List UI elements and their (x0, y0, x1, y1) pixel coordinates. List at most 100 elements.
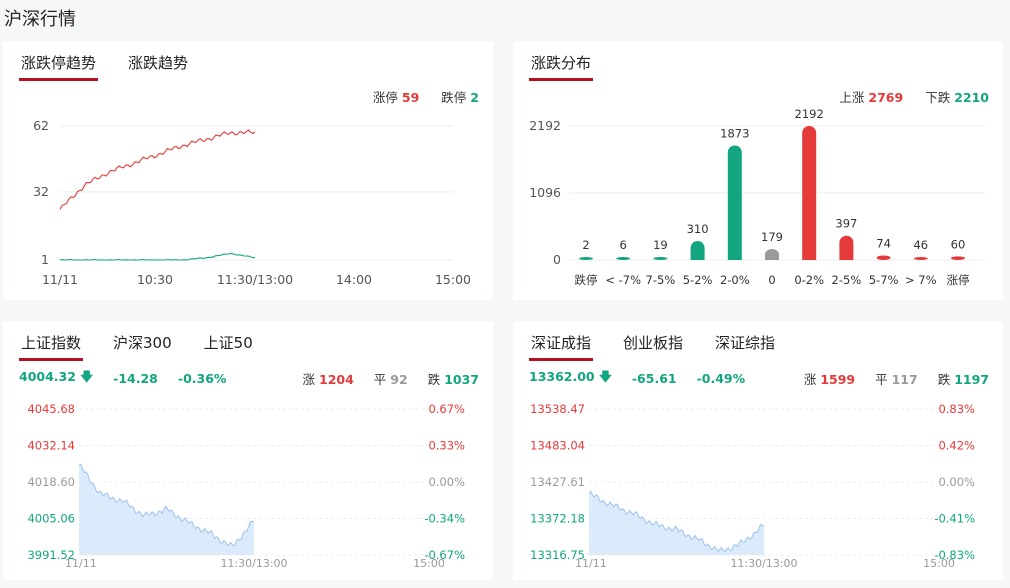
sz-index-chart: 13538.47 0.83% 13483.04 0.42% 13427.61 0.00% 1… (530, 402, 975, 570)
sh-index-tabs: 上证指数 沪深300 上证50 (19, 330, 255, 361)
left-tick-label: 4045.68 (27, 402, 75, 416)
bar-base (765, 254, 779, 260)
tab-szse-component[interactable]: 深证成指 (529, 330, 594, 361)
bar-value-label: 2192 (795, 107, 824, 121)
x-tick-label: 11/11 (65, 557, 97, 570)
down-count-stat: 下跌 2210 (925, 87, 989, 106)
limit-trend-chart: 62 32 1 11/11 10:30 11:30/13:00 14:00 15:00 (33, 118, 471, 287)
sh-up-stat: 涨 1204 (303, 369, 354, 388)
sh-down-label: 跌 (427, 372, 441, 387)
category-label: 0-2% (794, 273, 824, 287)
left-tick-label: 13316.75 (530, 548, 585, 562)
category-label: > 7% (905, 273, 937, 287)
sz-up-label: 涨 (803, 372, 817, 387)
limit-up-line (59, 129, 256, 210)
tab-limit-trend[interactable]: 涨跌停趋势 (19, 50, 99, 81)
x-tick-label: 11:30/13:00 (730, 557, 797, 570)
sh-down-value: 1037 (444, 372, 479, 387)
sh-index-card: 上证指数 沪深300 上证50 4004.32 🡇 -14.28 -0.36% … (3, 322, 493, 580)
category-label: 0 (768, 273, 775, 287)
right-tick-label: 0.00% (428, 475, 465, 489)
bar (653, 257, 668, 260)
sz-price-value: 13362.00 (529, 369, 595, 384)
limit-down-line (59, 252, 256, 261)
category-label: 5-7% (869, 273, 899, 287)
y-tick-label: 2192 (529, 118, 561, 133)
distribution-card: 涨跌分布 上涨 2769 下跌 2210 2192 1096 0 2 跌停 6 < -7% 1… (513, 42, 1003, 300)
y-tick-label: 1096 (529, 185, 561, 200)
x-tick-label: 11:30/13:00 (220, 557, 287, 570)
tab-sse-composite[interactable]: 上证指数 (19, 330, 84, 361)
sz-price: 13362.00 🡇 (529, 368, 612, 389)
left-tick-label: 13538.47 (530, 402, 585, 416)
sh-down-stat: 跌 1037 (428, 369, 479, 388)
sz-down-value: 1197 (954, 372, 989, 387)
tab-chinext[interactable]: 创业板指 (623, 334, 684, 352)
bar (616, 257, 631, 260)
price-line (78, 463, 255, 547)
limit-up-value: 59 (401, 90, 420, 105)
sh-up-label: 涨 (302, 372, 316, 387)
category-label: < -7% (605, 273, 641, 287)
bar-base (690, 254, 705, 260)
price-area-fill (79, 464, 254, 555)
bar-value-label: 19 (653, 238, 668, 252)
limit-trend-tabs: 涨跌停趋势 涨跌趋势 (19, 50, 190, 81)
sh-price-value: 4004.32 (19, 369, 76, 384)
arrow-down-icon: 🡇 (80, 369, 94, 384)
left-tick-label: 13372.18 (530, 512, 585, 526)
up-count-value: 2769 (868, 90, 904, 105)
sh-price: 4004.32 🡇 (19, 368, 93, 389)
price-line (588, 490, 765, 553)
sz-flat-label: 平 (875, 372, 888, 387)
page-title: 沪深行情 (4, 9, 76, 30)
x-tick-label: 11:30/13:00 (217, 272, 293, 287)
up-count-label: 上涨 (839, 90, 865, 105)
left-tick-label: 13427.61 (530, 475, 585, 489)
x-tick-label: 15:00 (923, 557, 955, 570)
bar (727, 145, 742, 260)
y-tick-label: 1 (41, 252, 49, 267)
sh-up-value: 1204 (319, 372, 354, 387)
limit-down-stat: 跌停 2 (441, 87, 479, 106)
category-label: 2-0% (720, 273, 750, 287)
bar (802, 126, 817, 260)
sz-change-pct: -0.49% (696, 371, 746, 386)
distribution-legend: 上涨 2769 下跌 2210 (839, 87, 989, 106)
limit-up-stat: 涨停 59 (373, 87, 419, 106)
bar-value-label: 397 (835, 217, 857, 231)
x-tick-label: 10:30 (137, 272, 173, 287)
sz-flat-value: 117 (891, 372, 918, 387)
x-tick-label: 15:00 (435, 272, 471, 287)
sh-index-chart: 4045.68 0.67% 4032.14 0.33% 4018.60 0.00% 4005… (27, 402, 465, 570)
sz-index-card: 深证成指 创业板指 深证综指 13362.00 🡇 -65.61 -0.49% … (513, 322, 1003, 580)
sh-quote-row: 4004.32 🡇 -14.28 -0.36% 涨 1204 平 92 跌 10… (19, 368, 479, 389)
bar-value-label: 1873 (720, 127, 749, 141)
sh-change: -14.28 (113, 371, 158, 386)
tab-szse-composite[interactable]: 深证综指 (715, 334, 776, 352)
sh-change-pct: -0.36% (177, 371, 227, 386)
bar-base (839, 254, 854, 260)
sz-quote-row: 13362.00 🡇 -65.61 -0.49% 涨 1599 平 117 跌 … (529, 368, 989, 389)
y-tick-label: 32 (33, 184, 49, 199)
tab-up-down-trend[interactable]: 涨跌趋势 (128, 54, 189, 72)
left-tick-label: 4032.14 (27, 439, 75, 453)
sz-down-stat: 跌 1197 (938, 369, 989, 388)
limit-down-value: 2 (470, 90, 479, 105)
distribution-tabs: 涨跌分布 (529, 50, 594, 81)
bar-value-label: 179 (761, 230, 783, 244)
right-tick-label: -0.67% (424, 548, 465, 562)
bar-value-label: 46 (913, 238, 928, 252)
y-tick-label: 0 (553, 252, 561, 267)
right-tick-label: 0.83% (938, 402, 975, 416)
tab-distribution[interactable]: 涨跌分布 (529, 50, 594, 81)
right-tick-label: 0.33% (428, 439, 465, 453)
right-tick-label: 0.42% (938, 439, 975, 453)
x-tick-label: 11/11 (42, 272, 78, 287)
tab-csi300[interactable]: 沪深300 (113, 334, 172, 352)
tab-sse50[interactable]: 上证50 (203, 334, 253, 352)
down-count-value: 2210 (954, 90, 989, 105)
sz-up-stat: 涨 1599 (804, 369, 855, 388)
category-label: 跌停 (575, 273, 598, 287)
arrow-down-icon: 🡇 (599, 369, 612, 384)
